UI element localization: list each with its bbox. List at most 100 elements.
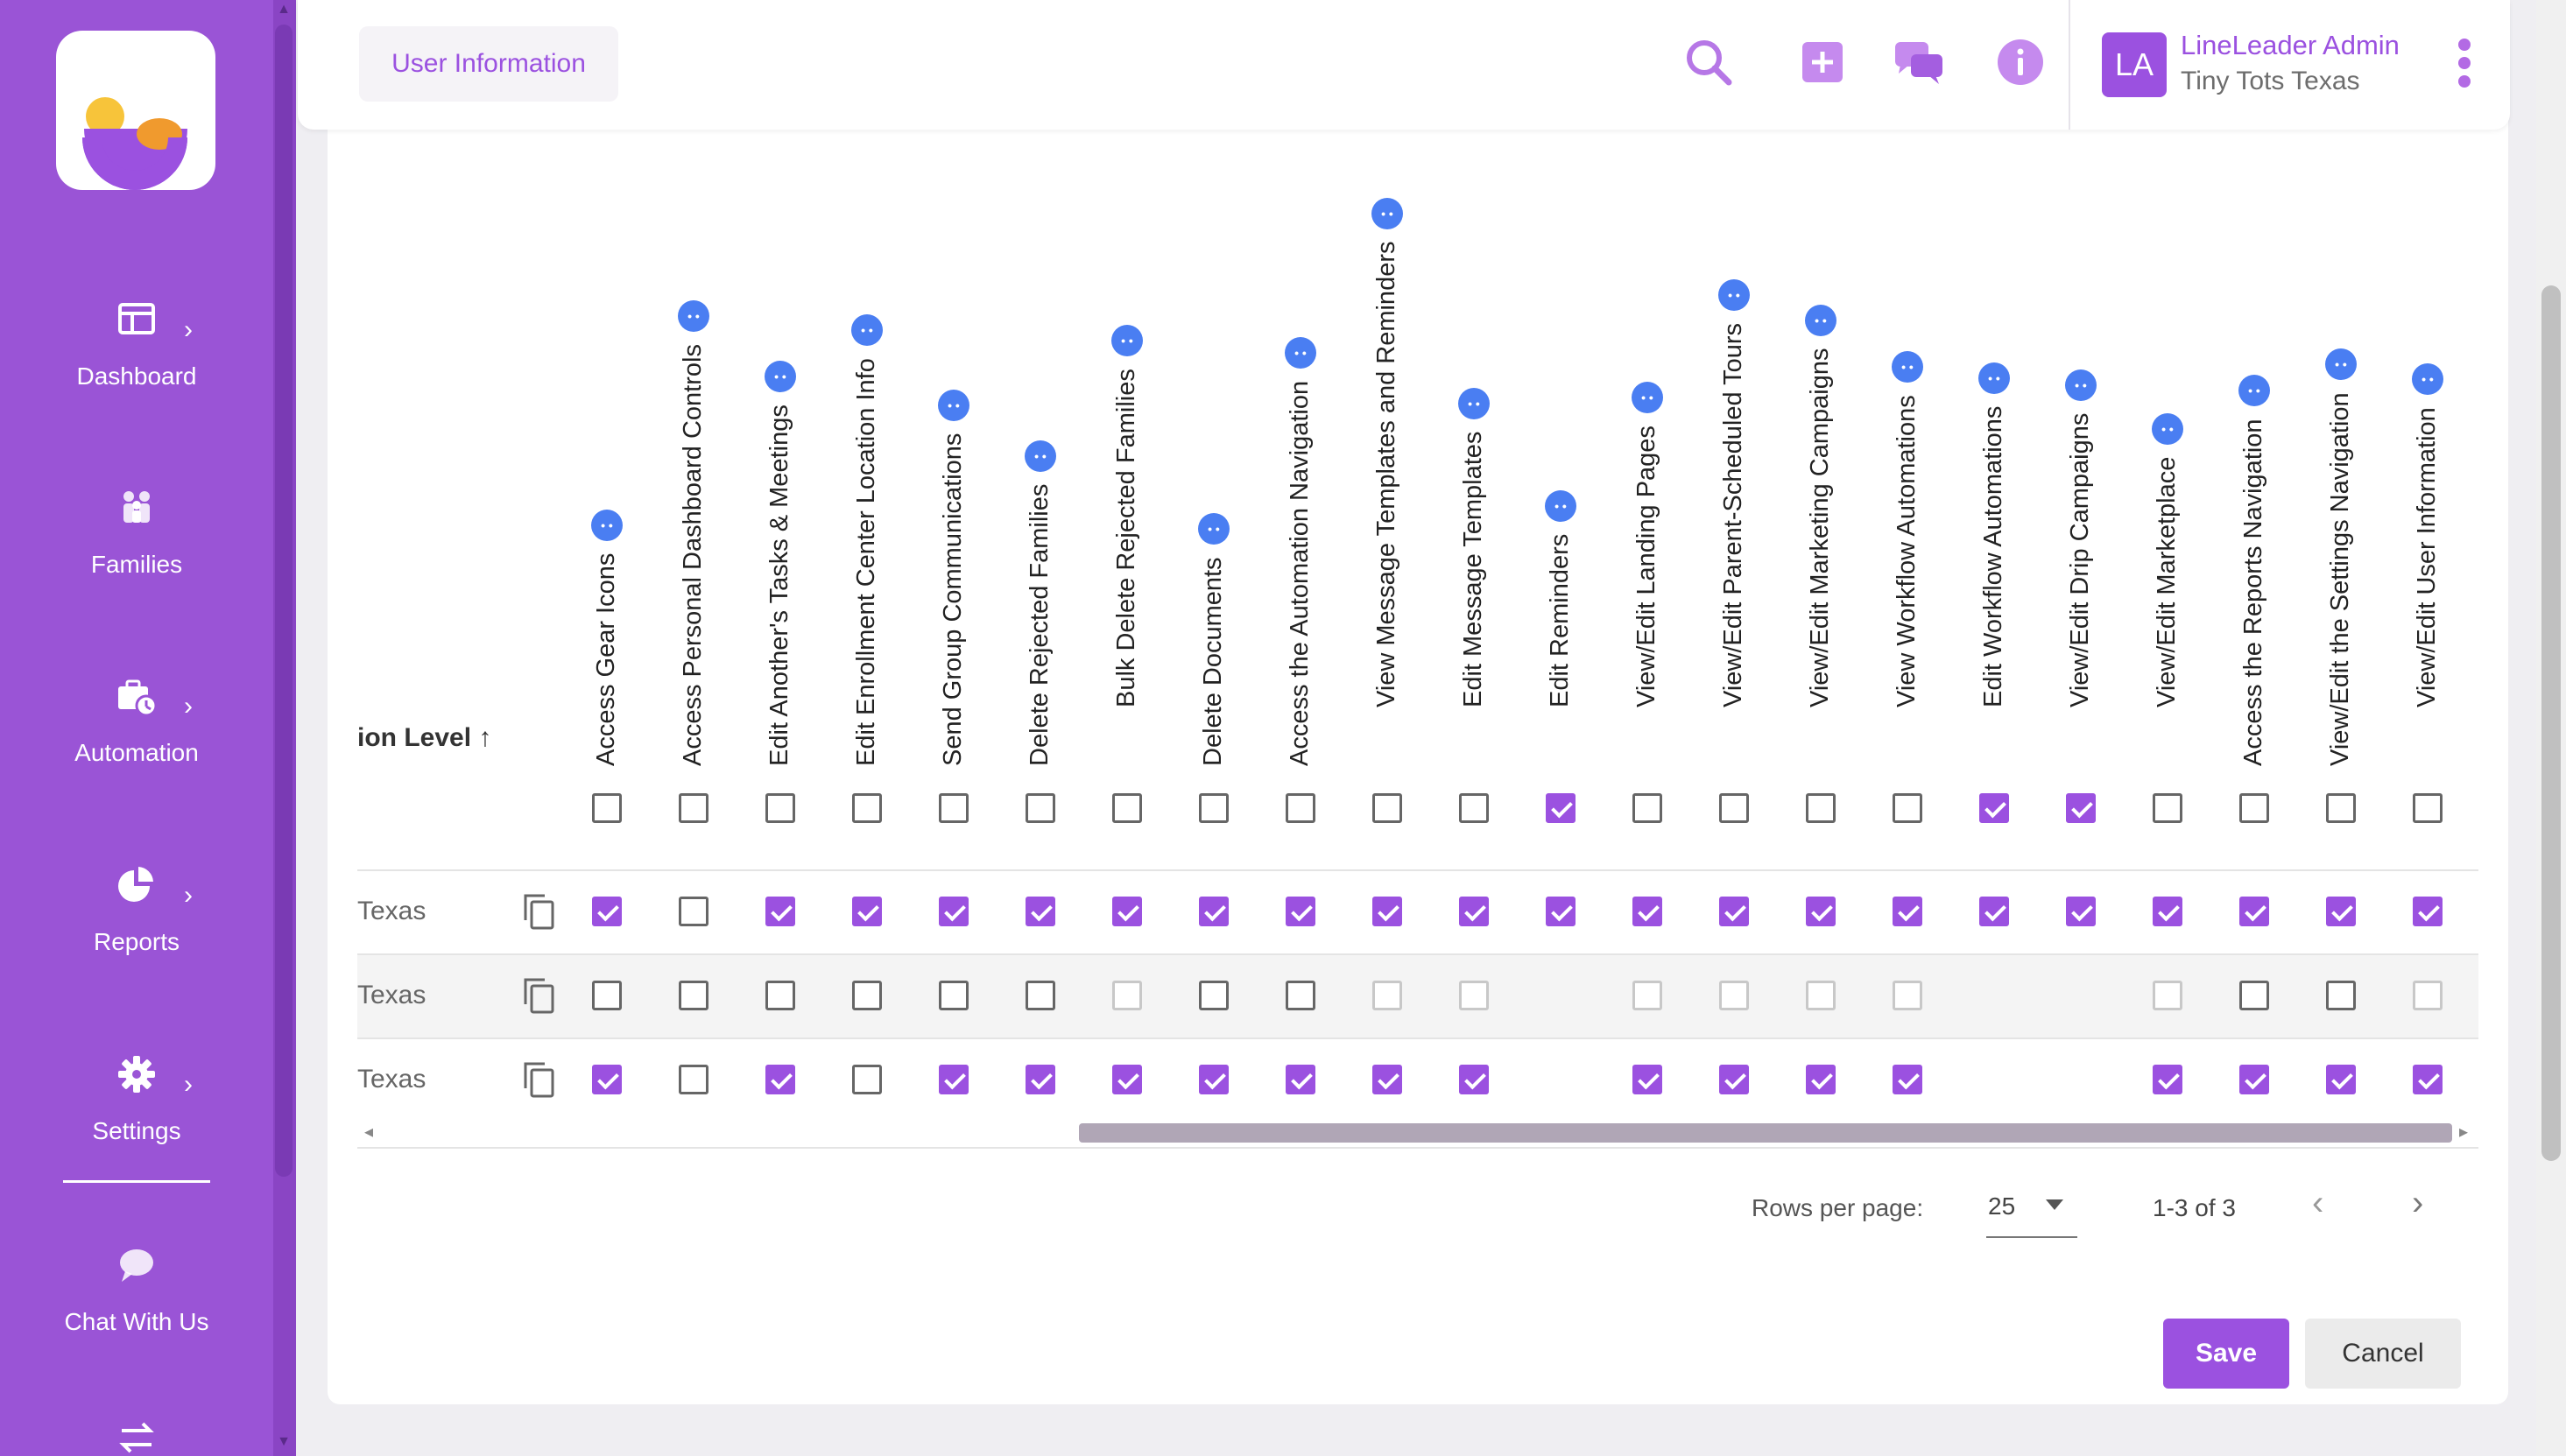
select-all-column-checkbox[interactable] [1286,793,1315,823]
sidebar-item-reports[interactable]: › Reports [0,863,273,1003]
permission-checkbox[interactable] [939,1065,969,1094]
select-all-column-checkbox[interactable] [852,793,882,823]
select-all-column-checkbox[interactable] [1719,793,1749,823]
avatar[interactable]: LA [2102,32,2167,97]
permission-checkbox[interactable] [765,1065,795,1094]
next-page-icon[interactable]: › [2412,1184,2424,1222]
permission-checkbox[interactable] [2153,1065,2182,1094]
select-all-column-checkbox[interactable] [1372,793,1402,823]
sidebar-scroll-up-icon[interactable]: ▲ [277,2,291,17]
tab-user-information[interactable]: User Information [359,26,618,102]
select-all-column-checkbox[interactable] [1026,793,1055,823]
permission-checkbox[interactable] [1199,1065,1229,1094]
select-all-column-checkbox[interactable] [2239,793,2269,823]
info-tooltip-icon[interactable]: • • [1198,513,1230,545]
info-tooltip-icon[interactable]: • • [851,314,883,347]
info-icon[interactable] [1993,35,2048,89]
select-all-column-checkbox[interactable] [1979,793,2009,823]
permission-checkbox[interactable] [2326,981,2356,1010]
permission-checkbox[interactable] [2413,1065,2443,1094]
select-all-column-checkbox[interactable] [679,793,708,823]
select-all-column-checkbox[interactable] [2413,793,2443,823]
info-tooltip-icon[interactable]: • • [2065,369,2097,401]
copy-icon[interactable] [522,892,557,931]
cancel-button[interactable]: Cancel [2305,1319,2461,1389]
select-all-column-checkbox[interactable] [1112,793,1142,823]
info-tooltip-icon[interactable]: • • [1805,304,1836,336]
permission-level-header[interactable]: ion Level ↑ [357,723,491,753]
select-all-column-checkbox[interactable] [1546,793,1576,823]
permission-checkbox[interactable] [2066,897,2096,926]
info-tooltip-icon[interactable]: • • [2412,363,2443,396]
info-tooltip-icon[interactable]: • • [1978,362,2010,394]
permission-checkbox[interactable] [1026,1065,1055,1094]
select-all-column-checkbox[interactable] [2326,793,2356,823]
permission-checkbox[interactable] [1632,1065,1662,1094]
permission-checkbox[interactable] [1286,981,1315,1010]
permission-checkbox[interactable] [1719,897,1749,926]
info-tooltip-icon[interactable]: • • [765,361,796,393]
previous-page-icon[interactable]: ‹ [2312,1184,2324,1222]
info-tooltip-icon[interactable]: • • [1632,382,1663,414]
info-tooltip-icon[interactable]: • • [591,509,623,541]
sidebar-item-chat-with-us[interactable]: Chat With Us [0,1243,273,1383]
sidebar-scrollbar-thumb[interactable] [275,25,293,1177]
permission-checkbox[interactable] [2239,981,2269,1010]
caret-down-icon[interactable] [2046,1199,2063,1210]
permission-checkbox[interactable] [1806,897,1836,926]
info-tooltip-icon[interactable]: • • [938,389,969,421]
scroll-left-icon[interactable]: ◂ [364,1122,374,1142]
permission-checkbox[interactable] [1459,1065,1489,1094]
permission-checkbox[interactable] [2239,897,2269,926]
permission-checkbox[interactable] [1286,897,1315,926]
sidebar-item-settings[interactable]: › Settings [0,1052,273,1192]
permission-checkbox[interactable] [2239,1065,2269,1094]
permission-checkbox[interactable] [1372,1065,1402,1094]
permission-checkbox[interactable] [1806,1065,1836,1094]
permission-checkbox[interactable] [1546,897,1576,926]
permission-checkbox[interactable] [1026,981,1055,1010]
permission-checkbox[interactable] [852,981,882,1010]
permission-checkbox[interactable] [1112,1065,1142,1094]
info-tooltip-icon[interactable]: • • [2238,375,2270,407]
permission-checkbox[interactable] [592,1065,622,1094]
info-tooltip-icon[interactable]: • • [2325,348,2357,381]
app-logo[interactable] [56,31,215,190]
chat-icon[interactable] [1892,35,1946,89]
sidebar-scroll-down-icon[interactable]: ▼ [277,1434,291,1449]
permission-checkbox[interactable] [1632,897,1662,926]
permission-checkbox[interactable] [1893,1065,1922,1094]
permission-checkbox[interactable] [852,897,882,926]
info-tooltip-icon[interactable]: • • [1025,440,1056,472]
permission-checkbox[interactable] [2326,1065,2356,1094]
info-tooltip-icon[interactable]: • • [1111,325,1143,357]
search-icon[interactable] [1681,35,1736,89]
permission-checkbox[interactable] [679,1065,708,1094]
more-menu-icon[interactable] [2456,39,2473,91]
permission-checkbox[interactable] [1719,1065,1749,1094]
select-all-column-checkbox[interactable] [2066,793,2096,823]
info-tooltip-icon[interactable]: • • [1545,489,1576,522]
select-all-column-checkbox[interactable] [1459,793,1489,823]
info-tooltip-icon[interactable]: • • [678,300,709,333]
select-all-column-checkbox[interactable] [2153,793,2182,823]
info-tooltip-icon[interactable]: • • [1718,278,1750,311]
info-tooltip-icon[interactable]: • • [1892,351,1923,383]
info-tooltip-icon[interactable]: • • [1285,336,1316,369]
scroll-right-icon[interactable]: ▸ [2459,1122,2469,1142]
add-icon[interactable] [1795,35,1850,89]
permission-checkbox[interactable] [852,1065,882,1094]
sidebar-item-families[interactable]: Families [0,486,273,626]
info-tooltip-icon[interactable]: • • [1371,197,1403,229]
permission-checkbox[interactable] [592,981,622,1010]
permission-checkbox[interactable] [679,897,708,926]
permission-checkbox[interactable] [1459,897,1489,926]
sort-ascending-icon[interactable]: ↑ [478,723,492,752]
permission-checkbox[interactable] [939,897,969,926]
permission-checkbox[interactable] [2326,897,2356,926]
permission-checkbox[interactable] [1026,897,1055,926]
permission-checkbox[interactable] [592,897,622,926]
permission-checkbox[interactable] [939,981,969,1010]
select-all-column-checkbox[interactable] [1632,793,1662,823]
permission-checkbox[interactable] [2413,897,2443,926]
